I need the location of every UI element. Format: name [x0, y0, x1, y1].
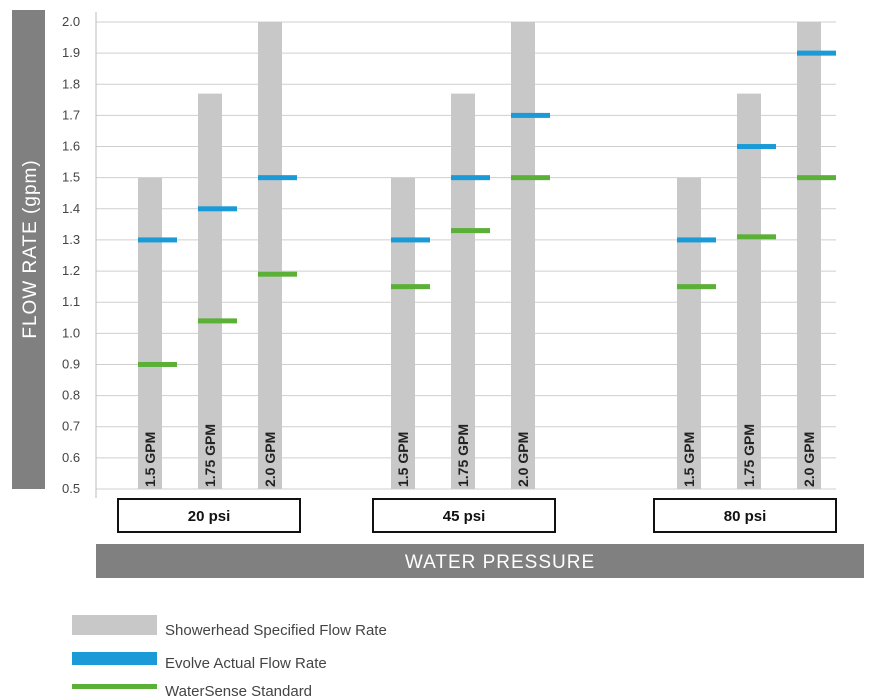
evolve-actual-marker	[258, 175, 297, 181]
watersense-marker	[258, 271, 297, 277]
y-tick-label: 1.4	[62, 201, 80, 216]
bar-label: 1.75 GPM	[455, 424, 471, 487]
watersense-marker	[511, 175, 550, 181]
y-tick-label: 1.9	[62, 45, 80, 60]
group-label: 20 psi	[188, 508, 231, 525]
y-tick-label: 0.7	[62, 419, 80, 434]
x-axis-banner	[96, 544, 864, 578]
group-label: 80 psi	[724, 508, 767, 525]
y-tick-label: 1.8	[62, 76, 80, 91]
watersense-marker	[451, 228, 490, 234]
y-axis-banner	[12, 10, 45, 489]
bar-label: 1.75 GPM	[202, 424, 218, 487]
evolve-actual-marker	[737, 144, 776, 150]
y-tick-label: 0.8	[62, 388, 80, 403]
watersense-marker	[138, 361, 177, 367]
specified-flow-bar	[198, 93, 222, 490]
y-tick-labels: 0.5 0.6 0.7 0.8 0.9 1.0 1.1 1.2 1.3 1.4 1.5 1.6 1.7 1…	[62, 14, 80, 496]
specified-flow-bar	[737, 93, 761, 490]
bar-label: 1.5 GPM	[142, 432, 158, 487]
group-labels: 20 psi 45 psi 80 psi	[117, 498, 837, 533]
markers	[138, 50, 836, 367]
y-axis-label: FLOW RATE (gpm)	[20, 159, 41, 338]
y-tick-label: 0.9	[62, 356, 80, 371]
y-tick-label: 0.5	[62, 481, 80, 496]
watersense-marker	[737, 234, 776, 240]
bars	[138, 22, 821, 490]
legend-swatch-specified	[72, 615, 157, 635]
specified-flow-bar	[258, 22, 282, 489]
y-tick-label: 1.1	[62, 294, 80, 309]
bar-label: 2.0 GPM	[262, 432, 278, 487]
legend: Showerhead Specified Flow Rate Evolve Act…	[72, 615, 387, 700]
bar-label: 1.5 GPM	[681, 432, 697, 487]
bar-label: 2.0 GPM	[801, 432, 817, 487]
y-tick-label: 1.7	[62, 107, 80, 122]
legend-label: WaterSense Standard	[165, 683, 312, 700]
y-tick-label: 1.2	[62, 263, 80, 278]
specified-flow-bar	[677, 177, 701, 489]
evolve-actual-marker	[391, 237, 430, 243]
watersense-marker	[677, 284, 716, 290]
group-label-box	[372, 498, 556, 533]
evolve-actual-marker	[451, 175, 490, 181]
legend-label: Evolve Actual Flow Rate	[165, 655, 327, 672]
y-tick-label: 0.6	[62, 450, 80, 465]
evolve-actual-marker	[511, 112, 550, 118]
group-label-box	[653, 498, 837, 533]
legend-swatch-watersense	[72, 684, 157, 689]
evolve-actual-marker	[797, 50, 836, 56]
x-axis-label: WATER PRESSURE	[405, 552, 595, 573]
y-tick-label: 1.3	[62, 232, 80, 247]
legend-swatch-evolve-actual	[72, 652, 157, 665]
evolve-actual-marker	[138, 237, 177, 243]
bar-label: 2.0 GPM	[515, 432, 531, 487]
watersense-marker	[797, 175, 836, 181]
y-tick-label: 1.5	[62, 170, 80, 185]
specified-flow-bar	[138, 177, 162, 489]
y-tick-label: 1.0	[62, 325, 80, 340]
specified-flow-bar	[451, 93, 475, 490]
specified-flow-bar	[797, 22, 821, 489]
legend-label: Showerhead Specified Flow Rate	[165, 622, 387, 639]
evolve-actual-marker	[198, 206, 237, 212]
bar-labels: 1.5 GPM 1.75 GPM 2.0 GPM 1.5 GPM 1.75 GPM 2.0…	[142, 424, 817, 487]
group-label: 45 psi	[443, 508, 486, 525]
bar-label: 1.75 GPM	[741, 424, 757, 487]
watersense-marker	[198, 318, 237, 324]
evolve-actual-marker	[677, 237, 716, 243]
group-label-box	[117, 498, 301, 533]
watersense-marker	[391, 284, 430, 290]
bar-label: 1.5 GPM	[395, 432, 411, 487]
specified-flow-bar	[391, 177, 415, 489]
y-tick-label: 1.6	[62, 139, 80, 154]
y-tick-label: 2.0	[62, 14, 80, 29]
specified-flow-bar	[511, 22, 535, 489]
